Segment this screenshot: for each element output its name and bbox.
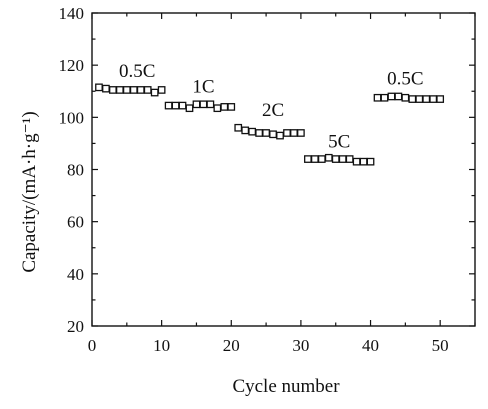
data-point xyxy=(429,95,438,103)
data-point xyxy=(352,157,361,166)
data-points xyxy=(95,83,445,166)
axis-tick-labels: 0 10 20 30 40 50 20 40 60 80 100 120 140 xyxy=(59,4,449,355)
data-point xyxy=(283,129,291,137)
rate-label: 0.5C xyxy=(387,69,423,90)
y-tick-label: 100 xyxy=(59,108,85,127)
data-point xyxy=(206,100,215,109)
y-tick-label: 60 xyxy=(67,213,84,232)
data-point xyxy=(171,101,180,110)
data-point xyxy=(157,86,166,94)
data-point xyxy=(241,126,250,135)
data-point xyxy=(317,155,326,163)
data-point xyxy=(436,95,445,103)
y-tick-label: 40 xyxy=(67,265,84,284)
data-point xyxy=(129,86,138,94)
data-point xyxy=(116,86,124,94)
data-point xyxy=(227,103,236,111)
data-point xyxy=(324,153,333,162)
data-point xyxy=(234,123,243,132)
data-point xyxy=(185,104,194,113)
y-tick-label: 80 xyxy=(67,161,84,180)
data-point xyxy=(95,83,103,92)
x-axis-title: Cycle number xyxy=(232,376,340,397)
x-tick-label: 0 xyxy=(88,336,97,355)
data-point xyxy=(304,155,312,163)
rate-label: 0.5C xyxy=(119,61,155,82)
rate-label: 2C xyxy=(262,100,284,121)
data-point xyxy=(122,86,131,94)
x-tick-label: 40 xyxy=(362,336,379,355)
x-tick-label: 50 xyxy=(432,336,449,355)
data-point xyxy=(102,84,110,93)
data-point xyxy=(290,129,298,137)
data-point xyxy=(422,95,431,103)
y-tick-label: 140 xyxy=(59,4,85,23)
x-tick-label: 10 xyxy=(153,336,170,355)
data-point xyxy=(248,127,257,136)
data-point xyxy=(150,88,159,97)
data-point xyxy=(276,131,284,140)
data-point xyxy=(213,104,222,113)
rate-label: 1C xyxy=(192,77,214,98)
data-point xyxy=(415,95,424,103)
data-point xyxy=(338,155,347,163)
x-tick-label: 20 xyxy=(223,336,240,355)
data-point xyxy=(380,93,389,102)
data-point xyxy=(136,86,145,94)
data-point xyxy=(310,155,319,163)
data-point xyxy=(387,92,396,101)
x-tick-label: 30 xyxy=(292,336,309,355)
data-point xyxy=(408,95,417,103)
data-point xyxy=(220,103,229,111)
data-point xyxy=(345,155,354,163)
y-tick-label: 120 xyxy=(59,56,85,75)
data-point xyxy=(178,101,187,110)
data-point xyxy=(255,129,263,137)
rate-label: 5C xyxy=(328,131,350,152)
axis-ticks xyxy=(91,12,476,327)
data-point xyxy=(394,92,403,101)
data-point xyxy=(143,86,152,94)
data-point xyxy=(373,93,382,102)
data-point xyxy=(199,100,208,109)
data-point xyxy=(401,93,410,102)
y-tick-label: 20 xyxy=(67,317,84,336)
data-point xyxy=(331,155,340,163)
data-point xyxy=(269,130,277,139)
data-point xyxy=(359,157,368,166)
data-point xyxy=(297,129,305,137)
data-point xyxy=(164,101,173,110)
data-point xyxy=(109,86,117,94)
data-point xyxy=(262,129,270,137)
data-point xyxy=(366,157,375,166)
data-point xyxy=(192,100,201,109)
y-axis-title: Capacity/(mA·h·g⁻¹) xyxy=(19,111,40,272)
rate-annotations: 0.5C 1C 2C 5C 0.5C xyxy=(119,61,424,152)
